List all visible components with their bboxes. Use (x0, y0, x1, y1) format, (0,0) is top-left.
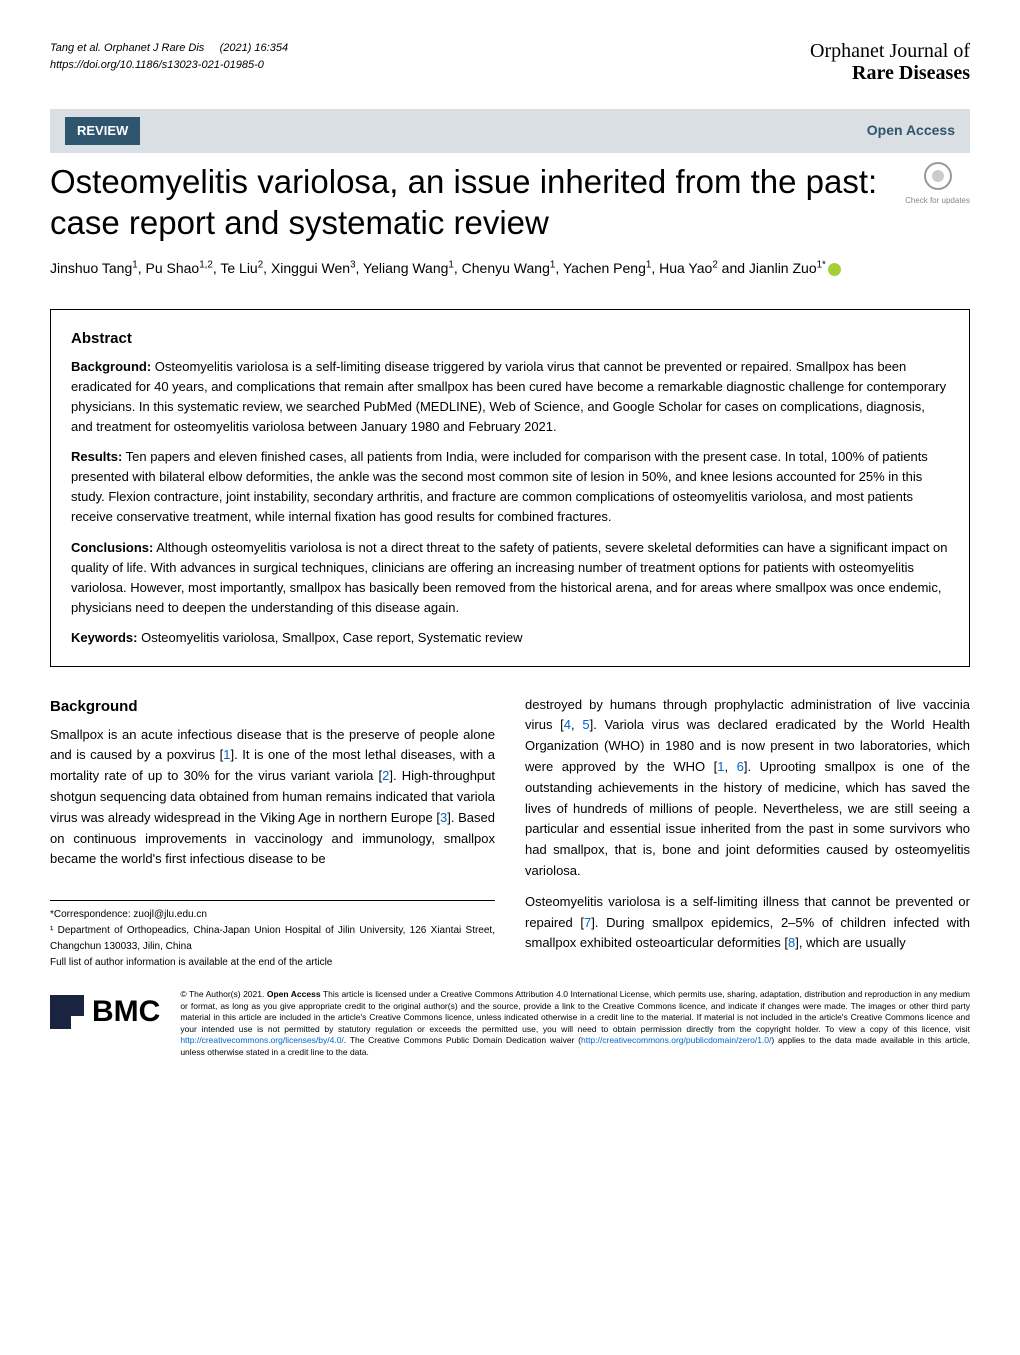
body-paragraph: Osteomyelitis variolosa is a self-limiti… (525, 892, 970, 954)
ref-link[interactable]: 1 (223, 747, 230, 762)
citation-header: Tang et al. Orphanet J Rare Dis (2021) 1… (50, 40, 288, 84)
abstract-heading: Abstract (71, 328, 949, 351)
abstract-results-text: Ten papers and eleven finished cases, al… (71, 449, 928, 524)
journal-line2: Rare Diseases (810, 62, 970, 84)
keywords-text: Osteomyelitis variolosa, Smallpox, Case … (137, 630, 522, 645)
abstract-results: Results: Ten papers and eleven finished … (71, 447, 949, 528)
author-list: Jinshuo Tang1, Pu Shao1,2, Te Liu2, Xing… (50, 258, 970, 279)
abstract-background-text: Osteomyelitis variolosa is a self-limiti… (71, 359, 946, 434)
ref-link[interactable]: 1 (717, 759, 724, 774)
body-columns: Background Smallpox is an acute infectio… (50, 695, 970, 972)
bmc-text: BMC (92, 989, 160, 1034)
license-footer: BMC © The Author(s) 2021. Open Access Th… (50, 989, 970, 1058)
abstract-conclusions-text: Although osteomyelitis variolosa is not … (71, 540, 948, 615)
open-access-label: Open Access (867, 120, 955, 141)
crossmark-icon (923, 161, 953, 191)
license-text: © The Author(s) 2021. Open Access This a… (180, 989, 970, 1058)
column-right: destroyed by humans through prophylactic… (525, 695, 970, 972)
abstract-results-label: Results: (71, 449, 122, 464)
orcid-icon[interactable] (828, 263, 841, 276)
full-author-list-note: Full list of author information is avail… (50, 955, 495, 971)
abstract-conclusions-label: Conclusions: (71, 540, 153, 555)
body-paragraph: destroyed by humans through prophylactic… (525, 695, 970, 882)
check-updates-badge[interactable]: Check for updates (905, 161, 970, 207)
ref-link[interactable]: 6 (737, 759, 744, 774)
bmc-logo: BMC (50, 989, 160, 1034)
abstract-keywords: Keywords: Osteomyelitis variolosa, Small… (71, 628, 949, 648)
title-row: Osteomyelitis variolosa, an issue inheri… (50, 161, 970, 244)
correspondence-footer: *Correspondence: zuojl@jlu.edu.cn ¹ Depa… (50, 900, 495, 971)
abstract-background: Background: Osteomyelitis variolosa is a… (71, 357, 949, 438)
review-label: REVIEW (65, 117, 140, 145)
license-link[interactable]: http://creativecommons.org/licenses/by/4… (180, 1035, 343, 1045)
license-link[interactable]: http://creativecommons.org/publicdomain/… (581, 1035, 771, 1045)
abstract-box: Abstract Background: Osteomyelitis vario… (50, 309, 970, 667)
doi: https://doi.org/10.1186/s13023-021-01985… (50, 59, 264, 71)
column-left: Background Smallpox is an acute infectio… (50, 695, 495, 972)
affiliation: ¹ Department of Orthopeadics, China-Japa… (50, 923, 495, 955)
journal-logo: Orphanet Journal of Rare Diseases (810, 40, 970, 84)
background-heading: Background (50, 695, 495, 719)
body-paragraph: Smallpox is an acute infectious disease … (50, 725, 495, 871)
ref-link[interactable]: 5 (582, 717, 589, 732)
bmc-square-icon (50, 995, 84, 1029)
header-top: Tang et al. Orphanet J Rare Dis (2021) 1… (50, 40, 970, 84)
check-updates-text: Check for updates (905, 195, 970, 207)
abstract-conclusions: Conclusions: Although osteomyelitis vari… (71, 538, 949, 619)
abstract-background-label: Background: (71, 359, 151, 374)
journal-line1: Orphanet Journal of (810, 40, 970, 62)
review-bar: REVIEW Open Access (50, 109, 970, 153)
ref-link[interactable]: 4 (564, 717, 571, 732)
citation-authors: Tang et al. Orphanet J Rare Dis (50, 42, 204, 54)
keywords-label: Keywords: (71, 630, 137, 645)
article-title: Osteomyelitis variolosa, an issue inheri… (50, 161, 890, 244)
citation-year: (2021) 16:354 (220, 42, 289, 54)
correspondence-email: *Correspondence: zuojl@jlu.edu.cn (50, 907, 495, 923)
